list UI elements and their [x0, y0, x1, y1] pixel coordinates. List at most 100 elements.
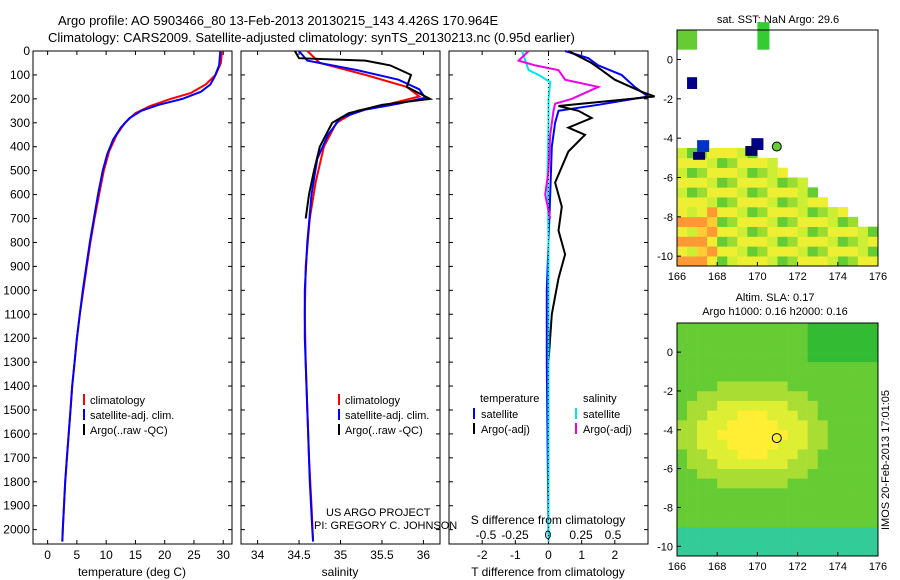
sst-map-cell	[697, 256, 708, 267]
sla-map-cell	[867, 332, 879, 343]
sla-map-cell	[787, 497, 798, 508]
sla-map-cell	[717, 458, 728, 469]
sla-map-cell	[727, 420, 738, 431]
sla-map-cell	[707, 468, 718, 479]
sla-map-cell	[777, 507, 788, 518]
sla-map-cell	[787, 468, 798, 479]
sla-map-cell	[687, 400, 698, 411]
difference-t-tick-label: 0	[545, 548, 552, 562]
sst-map-cell	[807, 187, 818, 198]
sla-map-cell	[727, 352, 738, 363]
sla-map-cell	[727, 429, 738, 440]
sla-map-cell	[837, 478, 849, 489]
depth-tick-label: 500	[10, 164, 30, 178]
sla-map-cell	[737, 400, 748, 411]
sst-map-cell	[697, 177, 708, 188]
sla-map-cell	[717, 390, 728, 401]
sla-map-cell	[677, 546, 688, 557]
sla-map-cell	[707, 400, 718, 411]
sst-map-cell	[697, 140, 710, 152]
salinity-x-tick-label: 34	[251, 548, 265, 562]
sla-map-cell	[777, 361, 788, 372]
sla-map-cell	[817, 400, 829, 411]
sst_map-y-tick-label: -8	[663, 212, 673, 224]
sla-map-cell	[787, 323, 798, 334]
imos-timestamp: IMOS 20-Feb-2013 17:01:05	[880, 389, 892, 530]
sla-map-cell	[797, 536, 808, 547]
sla-map-cell	[807, 439, 818, 450]
sst-map-cell	[757, 256, 768, 267]
sst-map-cell	[777, 246, 788, 257]
sst-map-cell	[777, 256, 788, 267]
sst-map-cell	[787, 226, 798, 237]
sla-map-cell	[717, 497, 728, 508]
sla-map-cell	[787, 410, 798, 421]
sla-map-cell	[747, 420, 758, 431]
salinity-x-tick-label: 36	[417, 548, 431, 562]
sla-map-cell	[747, 497, 758, 508]
sla-map-cell	[847, 323, 859, 334]
salinity-legend-label: Argo(..raw -QC)	[345, 425, 423, 437]
sla-map-cell	[737, 497, 748, 508]
sla-map-cell	[707, 449, 718, 460]
sst-map-cell	[717, 256, 728, 267]
salinity-series-satellite-adj-clim-	[298, 50, 427, 542]
sla-map-cell	[737, 381, 748, 392]
difference-t-tick-label: -2	[477, 548, 488, 562]
sla-map-cell	[767, 488, 778, 499]
sla-map-cell	[827, 323, 839, 334]
sla-map-cell	[857, 497, 869, 508]
sst-map-cell	[687, 246, 698, 257]
sla-map-cell	[847, 342, 859, 353]
sla-map-cell	[757, 536, 768, 547]
difference-t-tick-label: 1	[578, 548, 585, 562]
sla-map-cell	[827, 458, 839, 469]
depth-tick-label: 1600	[3, 427, 30, 441]
sla-map-cell	[747, 546, 758, 557]
sst-map-cell	[747, 246, 758, 257]
sla-map-cell	[697, 371, 708, 382]
sla-map-cell	[847, 458, 859, 469]
difference-s-tick-label: -0.5	[476, 528, 497, 542]
sst-map-cell	[767, 207, 778, 218]
sla-map-cell	[717, 332, 728, 343]
sst-map-cell	[717, 197, 728, 208]
sla-map-cell	[677, 458, 688, 469]
sla-map-cell	[697, 342, 708, 353]
sla-map-cell	[737, 429, 748, 440]
sla-map-cell	[757, 323, 768, 334]
sst-map-cell	[697, 157, 708, 168]
sla-map-cell	[787, 546, 798, 557]
sla-map-cell	[717, 478, 728, 489]
sst-map-cell	[697, 246, 708, 257]
sla-map-cell	[697, 497, 708, 508]
sla-map-cell	[867, 497, 879, 508]
sst-map-cell	[787, 256, 798, 267]
sla-map-cell	[827, 342, 839, 353]
sla-map-cell	[737, 458, 748, 469]
temperature-x-tick-label: 25	[187, 548, 201, 562]
sla-map-cell	[677, 371, 688, 382]
sla-map-title: Altim. SLA: 0.17	[736, 292, 815, 304]
sla-map-cell	[757, 458, 768, 469]
sst_map-x-tick-label: 174	[829, 271, 847, 283]
sst-map-cell	[707, 187, 718, 198]
sla-map-cell	[707, 429, 718, 440]
sst_map-x-tick-label: 170	[748, 271, 766, 283]
sla-map-cell	[787, 517, 798, 528]
sla-map-cell	[817, 478, 829, 489]
sla-map-cell	[867, 429, 879, 440]
sla-map-cell	[717, 449, 728, 460]
sla-map-cell	[777, 536, 788, 547]
sla-map-cell	[687, 458, 698, 469]
sla-map-cell	[857, 488, 869, 499]
sla-map-cell	[747, 342, 758, 353]
sla-map-cell	[707, 497, 718, 508]
sst-map-cell	[827, 256, 839, 267]
sla-map-cell	[727, 497, 738, 508]
sla-map-cell	[777, 332, 788, 343]
sla-map-cell	[687, 449, 698, 460]
sst-map-cell	[747, 226, 758, 237]
sla-map-cell	[757, 526, 768, 537]
sla-map-cell	[867, 517, 879, 528]
